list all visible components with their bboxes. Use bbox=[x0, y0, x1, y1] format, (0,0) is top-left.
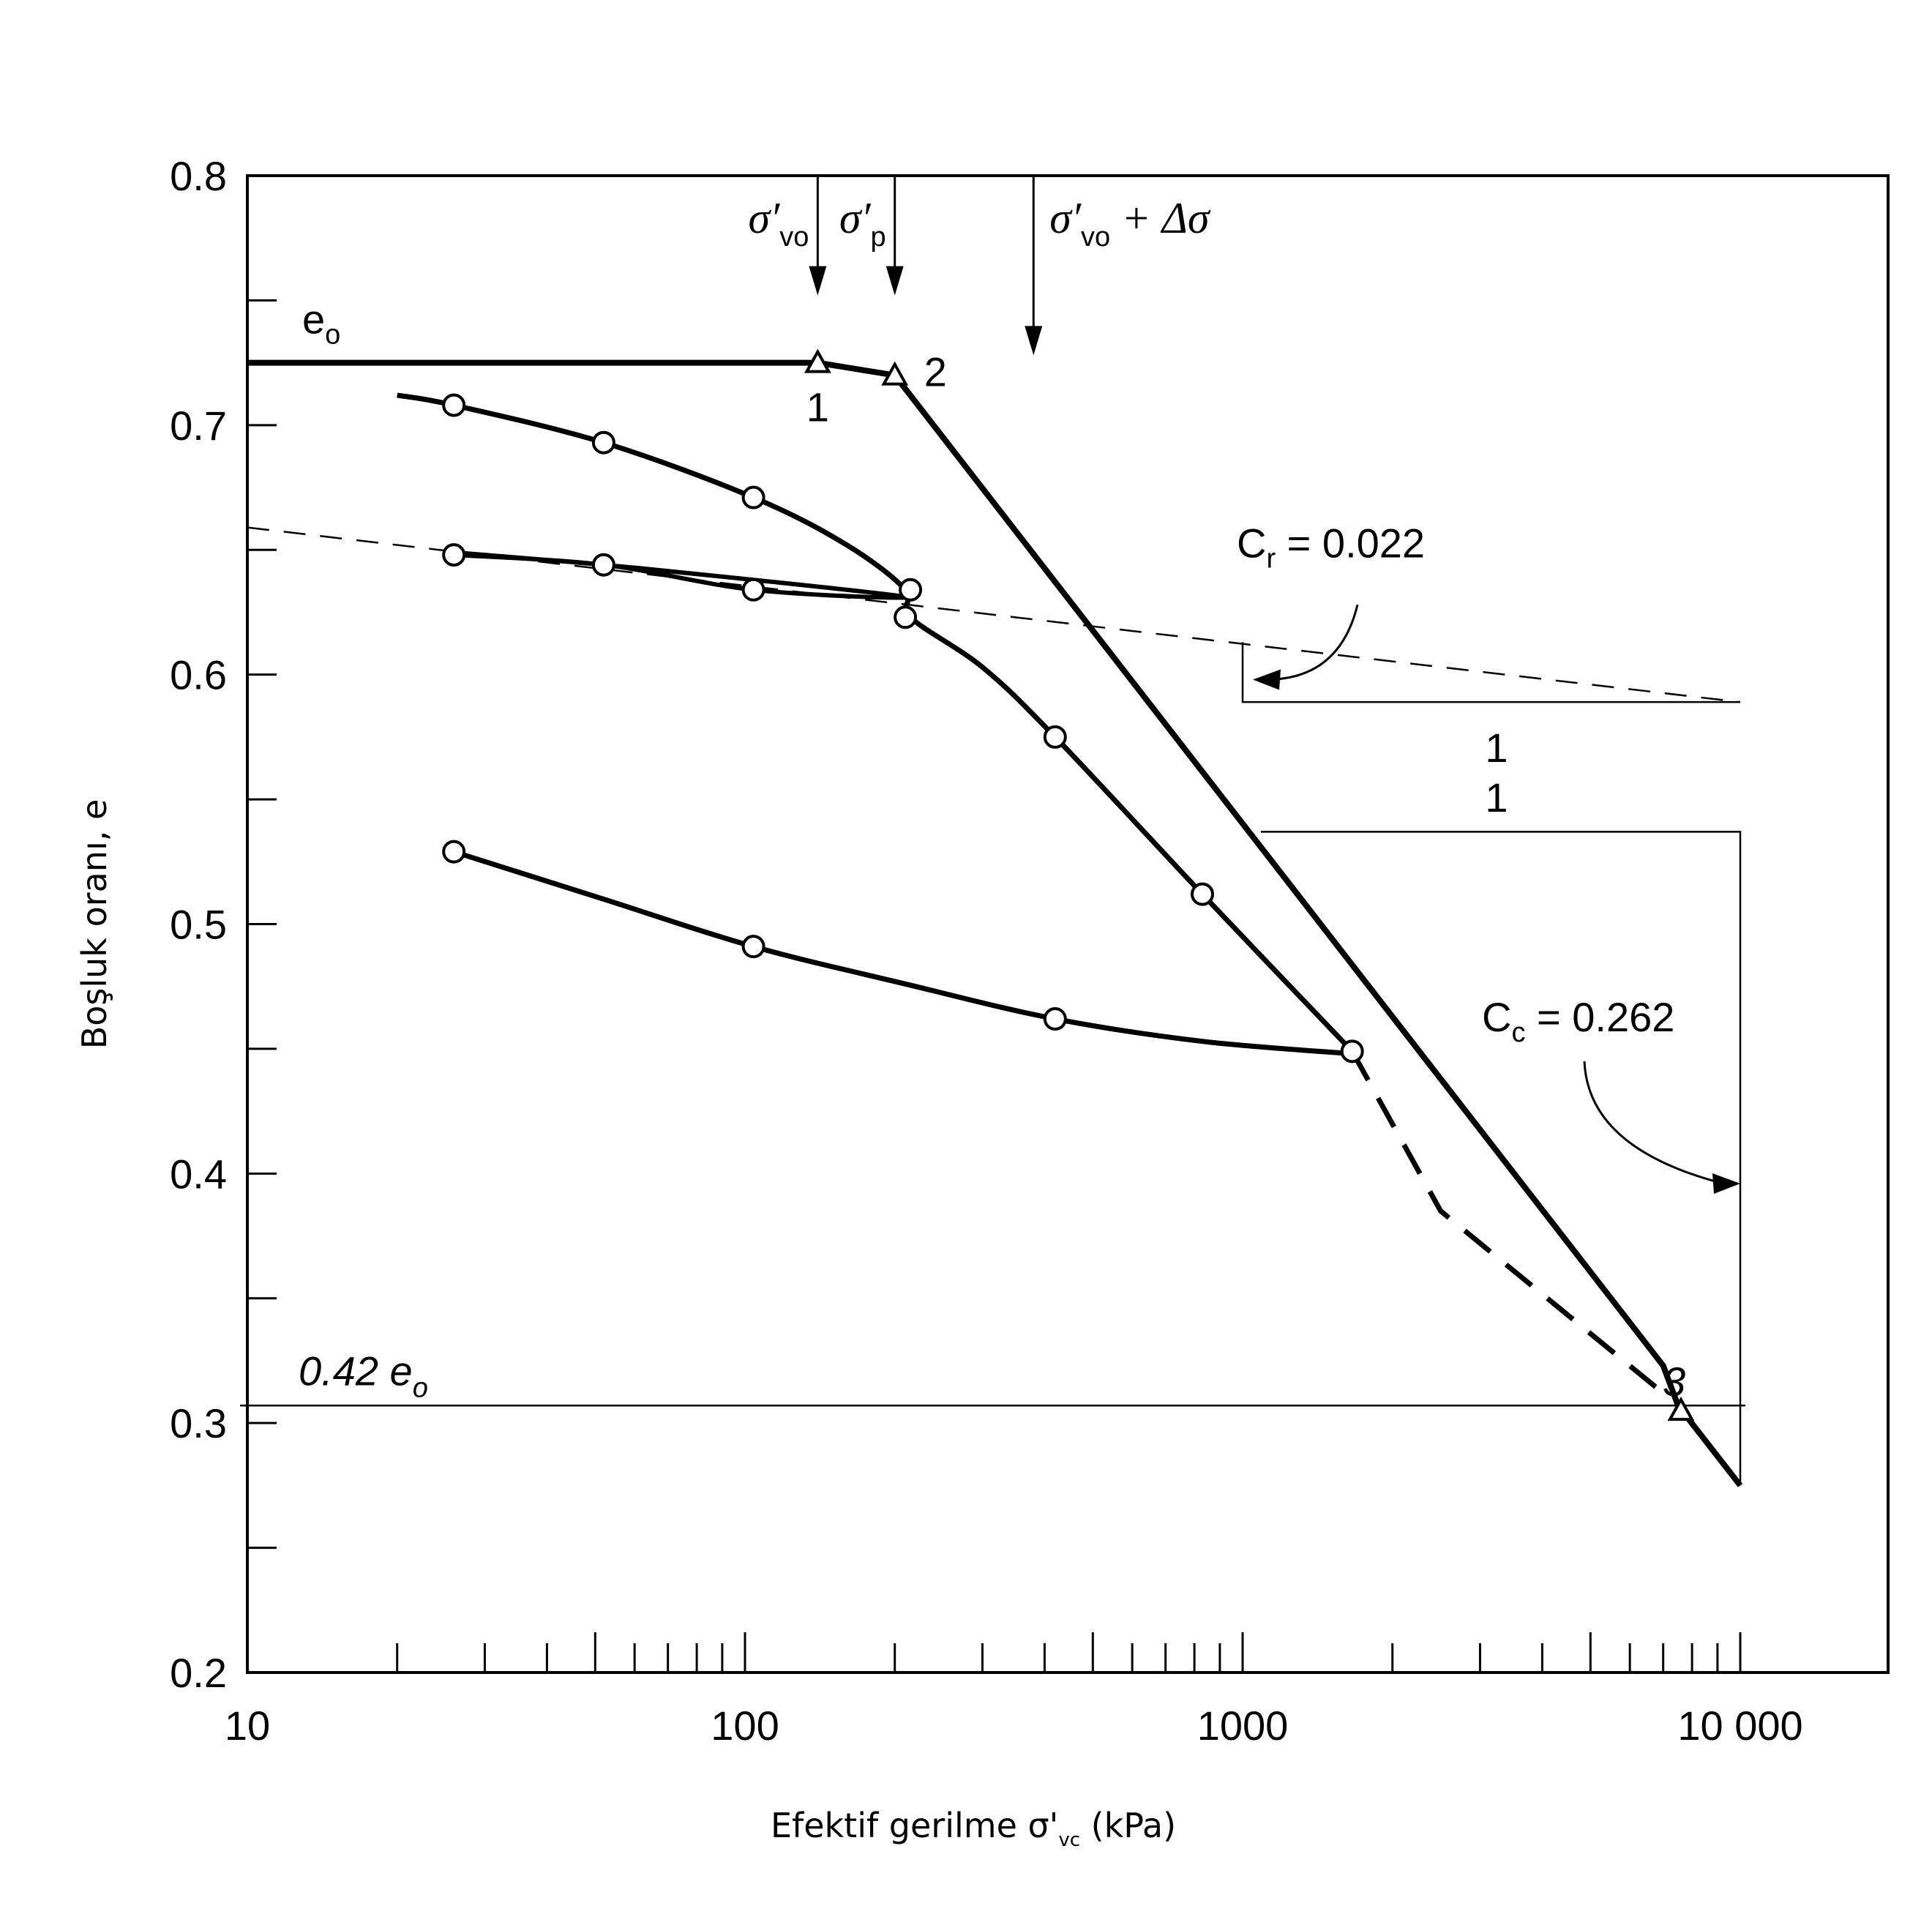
data-point-circle bbox=[894, 605, 918, 629]
stress-label: σ′p bbox=[839, 194, 886, 253]
triangle-point-label: 1 bbox=[806, 384, 829, 430]
data-point-triangle bbox=[1667, 1397, 1695, 1421]
cc-arrow-head bbox=[1712, 1173, 1740, 1194]
y-axis-title: Boşluk oranı, e bbox=[75, 799, 114, 1050]
stress-label: σ′vo + Δσ bbox=[1049, 194, 1211, 253]
data-point-circle bbox=[1043, 1007, 1067, 1031]
cc-label: Cc = 0.262 bbox=[1482, 994, 1674, 1048]
series-line-lab bbox=[397, 392, 1355, 1053]
cr-arrow-head bbox=[1253, 669, 1281, 690]
data-point-circle bbox=[1190, 882, 1214, 906]
plot-frame bbox=[246, 174, 1890, 1674]
cc-slope-triangle bbox=[1261, 831, 1742, 1486]
data-point-circle bbox=[442, 840, 466, 864]
triangle-point-label: 3 bbox=[1663, 1359, 1685, 1405]
annotations: Efektif gerilme σ'vc (kPa) Boşluk oranı, … bbox=[75, 194, 1685, 1851]
y-tick-label: 0.2 bbox=[170, 1650, 227, 1696]
x-tick-label: 10 000 bbox=[1677, 1703, 1802, 1749]
plot-border bbox=[246, 174, 1890, 1674]
x-tick-label: 1000 bbox=[1197, 1703, 1289, 1749]
data-point-circle bbox=[741, 485, 765, 509]
data-point-circle bbox=[442, 393, 466, 417]
y-tick-label: 0.8 bbox=[170, 153, 227, 199]
cc-arrow bbox=[1583, 1061, 1724, 1185]
guide-lines bbox=[240, 176, 1745, 1486]
data-point-circle bbox=[442, 543, 466, 567]
cr-slope-triangle bbox=[1241, 642, 1740, 703]
cr-run-label: 1 bbox=[1485, 725, 1508, 771]
cc-run-label: 1 bbox=[1485, 774, 1508, 821]
y-tick-label: 0.3 bbox=[170, 1400, 227, 1446]
y-tick-label: 0.4 bbox=[170, 1151, 227, 1197]
series-line-recompression-line bbox=[247, 526, 1741, 703]
triangle-point-label: 2 bbox=[924, 349, 947, 395]
data-point-triangle bbox=[881, 361, 909, 386]
data-point-circle bbox=[591, 430, 615, 455]
e0-label: eo bbox=[302, 296, 340, 351]
y-tick-label: 0.5 bbox=[170, 902, 227, 948]
x-axis-title: Efektif gerilme σ'vc (kPa) bbox=[771, 1806, 1176, 1851]
x-tick-label: 100 bbox=[711, 1703, 779, 1749]
data-markers bbox=[442, 348, 1695, 1421]
y-tick-label: 0.6 bbox=[170, 652, 227, 698]
data-point-circle bbox=[1340, 1039, 1364, 1064]
stress-arrow-head bbox=[1025, 326, 1043, 356]
series-line-rebound-curve bbox=[453, 849, 1352, 1057]
y-tick-label: 0.7 bbox=[170, 403, 227, 449]
stress-arrow-head bbox=[809, 266, 827, 296]
stress-label: σ′vo bbox=[749, 194, 809, 253]
data-point-triangle bbox=[804, 348, 831, 373]
cr-arrow bbox=[1265, 604, 1359, 681]
data-point-circle bbox=[899, 578, 923, 602]
data-point-circle bbox=[741, 578, 765, 602]
x-tick-label: 10 bbox=[225, 1703, 270, 1749]
series-lines bbox=[247, 359, 1743, 1487]
axis-ticks: 0.2 0.3 0.4 0.5 0.6 0.7 0.8 10 100 1000 10 000 bbox=[170, 153, 1803, 1749]
series-line-lab-extrapolated bbox=[1349, 1050, 1671, 1400]
data-point-circle bbox=[1043, 725, 1067, 749]
042e0-label: 0.42 eo bbox=[299, 1348, 428, 1403]
data-point-circle bbox=[591, 553, 615, 577]
stress-arrow-head bbox=[886, 266, 904, 296]
cr-label: Cr = 0.022 bbox=[1237, 520, 1425, 574]
data-point-circle bbox=[741, 935, 765, 959]
series-line-field-curve bbox=[247, 359, 1743, 1487]
